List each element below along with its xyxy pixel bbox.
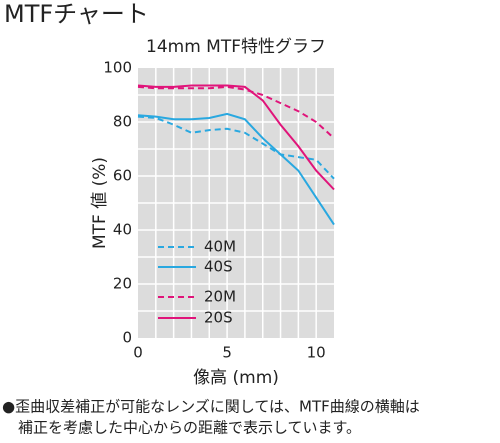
legend-label: 20M [204, 288, 236, 306]
chart-subtitle: 14mm MTF特性グラフ [146, 37, 326, 57]
y-tick-label: 60 [113, 167, 132, 185]
y-tick-label: 0 [122, 329, 132, 347]
y-tick-label: 20 [113, 275, 132, 293]
chart-title: MTFチャート [4, 0, 149, 28]
series-line [137, 84, 335, 191]
x-tick-label: 10 [307, 344, 326, 362]
y-tick-label: 100 [103, 59, 132, 77]
legend-label: 40M [204, 238, 236, 256]
series-line [137, 115, 335, 180]
legend-label: 20S [204, 309, 233, 327]
legend-label: 40S [204, 258, 233, 276]
y-tick-label: 80 [113, 113, 132, 131]
x-tick-label: 0 [133, 344, 143, 362]
series-line [137, 85, 335, 139]
note-line: 補正を考慮した中心からの距離で表示しています。 [18, 419, 361, 437]
y-tick-label: 40 [113, 221, 132, 239]
x-axis-label: 像高 (mm) [193, 368, 279, 388]
y-axis-label: MTF 値 (%) [90, 157, 110, 249]
note-line: ●歪曲収差補正が可能なレンズに関しては、MTF曲線の横軸は [2, 398, 420, 416]
series-line [137, 112, 335, 226]
x-tick-label: 5 [222, 344, 232, 362]
